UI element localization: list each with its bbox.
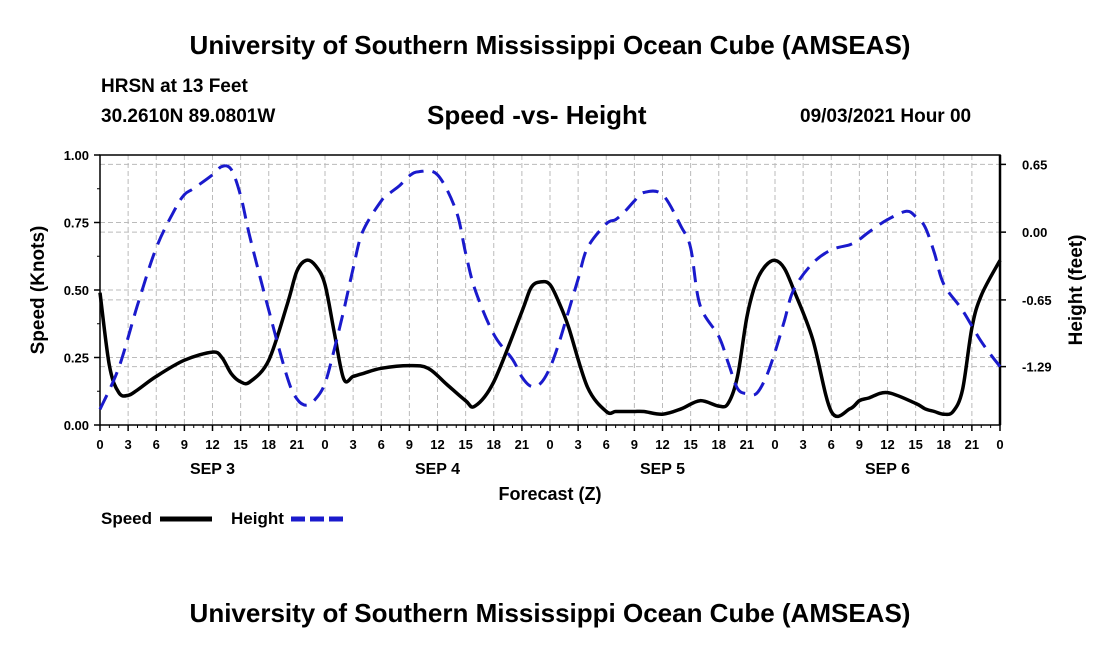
y-tick-label: 1.00: [64, 148, 89, 163]
x-tick-label: 15: [908, 437, 922, 452]
x-tick-label: 21: [290, 437, 304, 452]
day-label: SEP 3: [190, 461, 235, 478]
y2-tick-label: 0.00: [1022, 225, 1047, 240]
legend-height-label: Height: [231, 509, 284, 528]
x-tick-label: 9: [856, 437, 863, 452]
top-title: University of Southern Mississippi Ocean…: [189, 30, 911, 60]
x-tick-label: 6: [378, 437, 385, 452]
y-tick-label: 0.25: [64, 351, 89, 366]
x-tick-label: 15: [458, 437, 472, 452]
y-tick-label: 0.75: [64, 216, 89, 231]
y2-axis-title: Height (feet): [1066, 235, 1087, 346]
x-tick-label: 18: [712, 437, 726, 452]
x-tick-label: 6: [153, 437, 160, 452]
day-label: SEP 4: [415, 461, 460, 478]
x-tick-label: 18: [262, 437, 276, 452]
x-tick-label: 21: [515, 437, 529, 452]
x-tick-label: 0: [771, 437, 778, 452]
y-axis-title: Speed (Knots): [28, 226, 49, 355]
x-tick-label: 12: [880, 437, 894, 452]
y2-tick-label: 0.65: [1022, 157, 1047, 172]
run-time-label: 09/03/2021 Hour 00: [800, 106, 972, 127]
x-tick-label: 12: [430, 437, 444, 452]
y2-tick-label: -1.29: [1022, 360, 1052, 375]
x-axis-title: Forecast (Z): [498, 484, 601, 504]
x-tick-label: 3: [125, 437, 132, 452]
x-tick-label: 18: [487, 437, 501, 452]
day-label: SEP 6: [865, 461, 910, 478]
coordinates-label: 30.2610N 89.0801W: [101, 106, 276, 127]
x-tick-label: 9: [631, 437, 638, 452]
chart-title: Speed -vs- Height: [427, 100, 647, 130]
x-tick-label: 3: [350, 437, 357, 452]
series-line-height: [98, 164, 1002, 411]
day-label: SEP 5: [640, 461, 685, 478]
y-tick-label: 0.00: [64, 418, 89, 433]
x-tick-label: 9: [406, 437, 413, 452]
x-tick-label: 18: [937, 437, 951, 452]
x-tick-label: 9: [181, 437, 188, 452]
x-tick-label: 12: [655, 437, 669, 452]
x-tick-label: 3: [575, 437, 582, 452]
x-tick-label: 0: [321, 437, 328, 452]
x-tick-label: 21: [965, 437, 979, 452]
x-tick-label: 15: [233, 437, 247, 452]
x-tick-label: 6: [603, 437, 610, 452]
x-tick-label: 15: [683, 437, 697, 452]
x-tick-label: 6: [828, 437, 835, 452]
bottom-title: University of Southern Mississippi Ocean…: [189, 598, 911, 628]
station-label: HRSN at 13 Feet: [101, 76, 248, 97]
x-tick-label: 0: [546, 437, 553, 452]
x-tick-label: 3: [800, 437, 807, 452]
series-line-speed: [98, 258, 1002, 419]
x-tick-label: 21: [740, 437, 754, 452]
y2-tick-label: -0.65: [1022, 293, 1052, 308]
x-tick-label: 0: [996, 437, 1003, 452]
legend-speed-label: Speed: [101, 509, 153, 528]
x-tick-label: 0: [96, 437, 103, 452]
x-tick-label: 12: [205, 437, 219, 452]
y-tick-label: 0.50: [64, 283, 89, 298]
